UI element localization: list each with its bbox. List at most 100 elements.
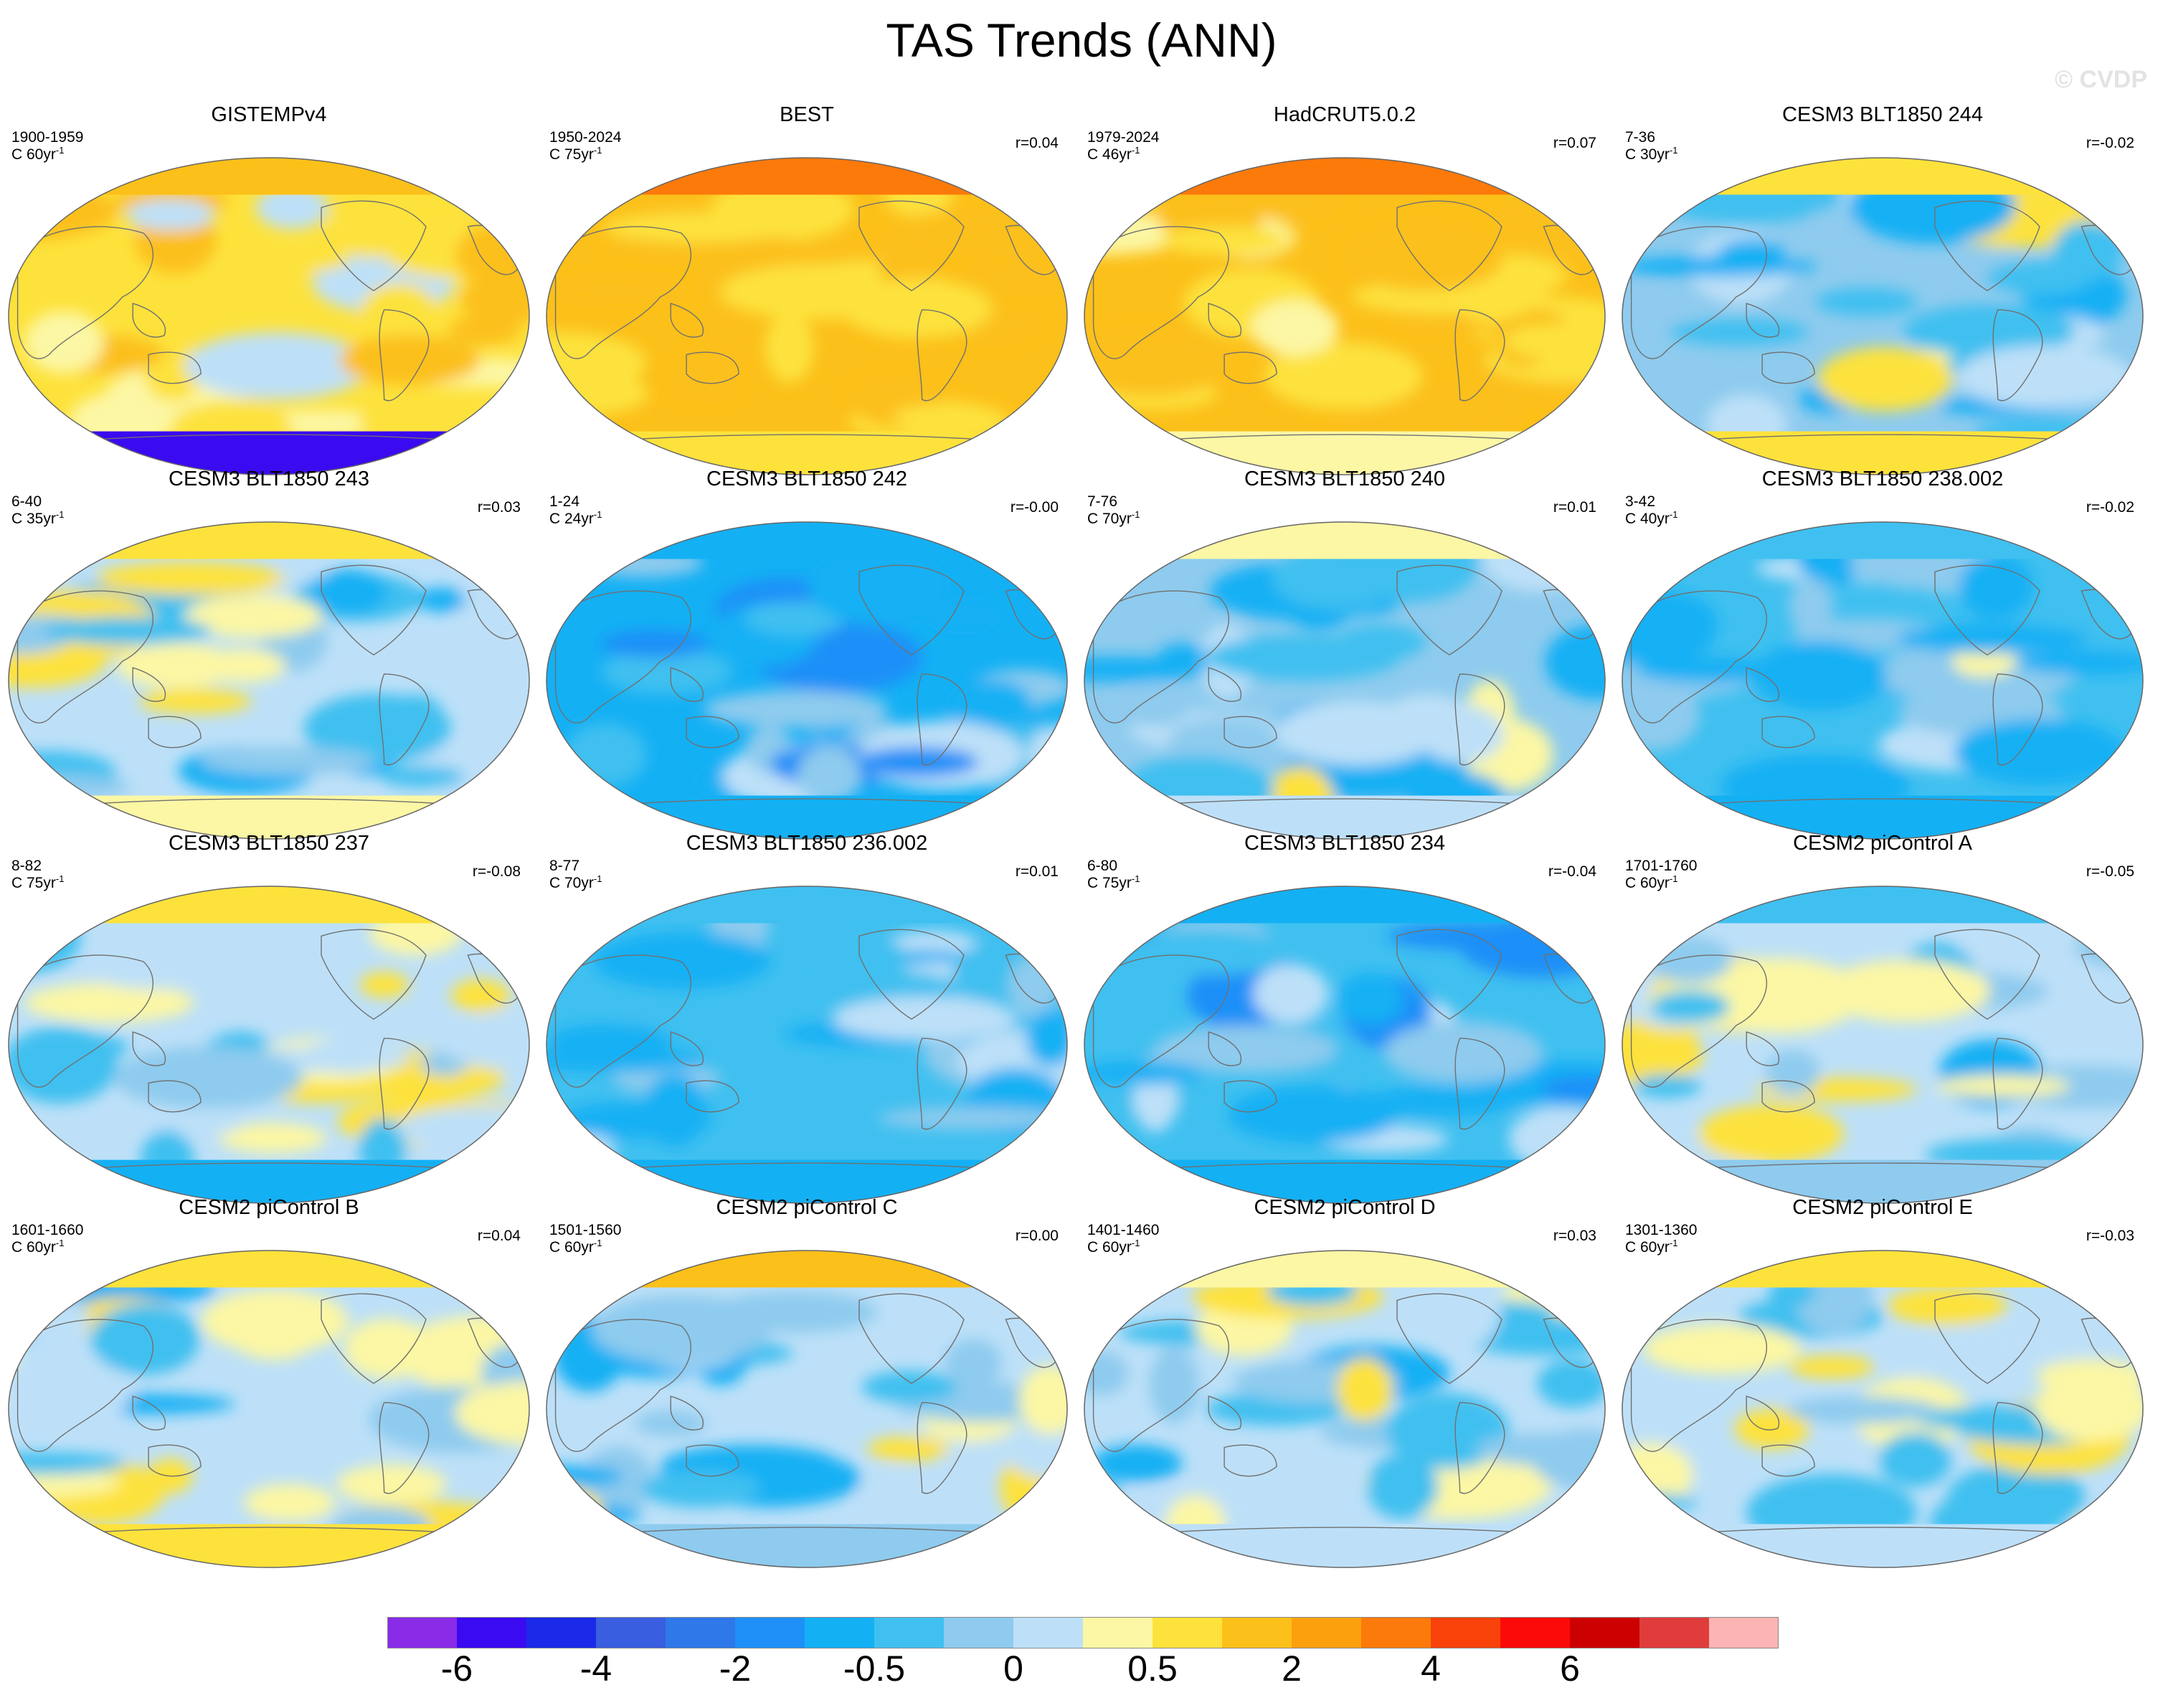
panel-period: 6-40 [11,493,42,510]
map-panel: CESM3 BLT1850 244 7-36 C 30yr-1 r=-0.02 [1614,102,2152,475]
map-panel: CESM3 BLT1850 236.002 8-77 C 70yr-1 r=0.01 [538,830,1076,1204]
coastline [132,303,166,338]
trend-anomaly-blob [832,997,1016,1040]
trend-anomaly-blob [1440,1271,1502,1346]
coastline [1208,667,1242,702]
units-exponent: -1 [1131,145,1140,156]
arctic-band [546,1251,1067,1288]
panel-units-text: C 60yr [11,146,56,163]
panel-title: CESM3 BLT1850 236.002 [686,832,928,855]
coastline [670,667,704,702]
coastline [1746,1395,1780,1431]
trend-anomaly-blob [708,1291,879,1333]
trend-anomaly-blob [1650,990,1731,1023]
colorbar-tick-label: 2 [1282,1648,1302,1689]
panel-title: CESM2 piControl B [179,1196,359,1219]
panel-units-text: C 75yr [11,875,56,891]
arctic-band [546,886,1067,924]
trend-anomaly-blob [1622,290,1721,316]
trend-anomaly-blob [1107,348,1164,392]
arctic-band [1084,158,1605,195]
coastline [1092,590,1230,723]
arctic-band [1622,522,2143,559]
panel-units-text: C 40yr [1625,511,1670,527]
panel-title: CESM2 piControl E [1792,1196,1973,1219]
panel-units-text: C 60yr [549,1239,594,1256]
panel-title: CESM2 piControl A [1793,832,1972,855]
trend-anomaly-blob [303,693,451,764]
panel-correlation: r=-0.02 [2086,499,2134,516]
trend-anomaly-blob [359,397,410,441]
map-outline [1084,1250,1606,1568]
coastline [148,1080,202,1113]
colorbar-tick-label: -6 [440,1648,473,1689]
panel-correlation: r=-0.08 [472,863,521,880]
colorbar-swatch [1292,1617,1362,1648]
trend-anomaly-blob [1482,528,1596,592]
trend-anomaly-blob [1272,545,1402,609]
panel-title: CESM3 BLT1850 240 [1244,468,1445,490]
trend-map [1622,886,2144,1204]
coastline [1208,1031,1242,1066]
coastline [858,929,965,1020]
trend-anomaly-blob [1954,718,2126,786]
units-exponent: -1 [1131,873,1140,884]
trend-anomaly-blob [1957,345,2133,409]
trend-anomaly-blob [1251,300,1339,356]
arctic-band [9,886,529,924]
map-outline [8,1250,530,1568]
units-exponent: -1 [1131,1238,1140,1248]
coastline [670,1031,704,1066]
trend-map [1622,157,2144,475]
trend-map [1622,521,2144,840]
panel-period: 1979-2024 [1087,129,1160,146]
coastline [16,226,154,359]
coastline [1761,1444,1815,1477]
trend-anomaly-blob [450,979,511,1012]
trend-anomaly-blob [1387,922,1550,950]
trend-map [1084,521,1606,840]
panel-period: 8-77 [549,858,580,874]
panel-units: C 75yr-1 [549,145,602,163]
panel-units: C 70yr-1 [1087,509,1140,528]
watermark: © CVDP [2055,66,2147,93]
coastline [1992,309,2043,402]
map-outline [546,886,1068,1204]
panel-correlation: r=0.04 [1015,135,1059,151]
panel-units: C 60yr-1 [11,1238,64,1256]
panel-correlation: r=-0.04 [1548,863,1596,880]
units-exponent: -1 [1669,509,1678,520]
panel-units: C 60yr-1 [1625,1238,1677,1256]
map-outline [546,521,1068,840]
colorbar-swatch [1500,1617,1571,1648]
panel-units-text: C 60yr [1087,1239,1132,1256]
panel-units-text: C 75yr [1087,875,1132,891]
panel-period: 7-76 [1087,493,1118,510]
panel-correlation: r=0.00 [1015,1228,1059,1244]
trend-anomaly-blob [1986,260,2091,295]
trend-anomaly-blob [603,212,792,243]
trend-anomaly-blob [1622,1026,1704,1086]
trend-anomaly-blob [24,311,104,374]
trend-anomaly-blob [244,1484,336,1522]
colorbar-swatch [526,1617,597,1648]
coastline [670,303,704,338]
map-panel: HadCRUT5.0.2 1979-2024 C 46yr-1 r=0.07 [1076,102,1614,475]
trend-anomaly-blob [1084,1061,1204,1086]
units-exponent: -1 [1131,509,1140,520]
coastline [1761,716,1815,749]
trend-anomaly-blob [601,648,733,695]
arctic-band [1084,522,1605,559]
trend-anomaly-blob [255,186,328,229]
trend-anomaly-blob [950,679,1031,724]
coastline [379,673,430,766]
colorbar-tick-label: -2 [719,1648,752,1689]
arctic-band [9,1251,529,1288]
panel-period: 1301-1360 [1625,1222,1698,1238]
coastline [554,1319,692,1452]
coastline [132,1395,166,1431]
trend-anomaly-blob [201,648,285,683]
trend-map [1622,1250,2144,1568]
coastline [1454,1038,1505,1130]
trend-map [1084,1250,1606,1568]
